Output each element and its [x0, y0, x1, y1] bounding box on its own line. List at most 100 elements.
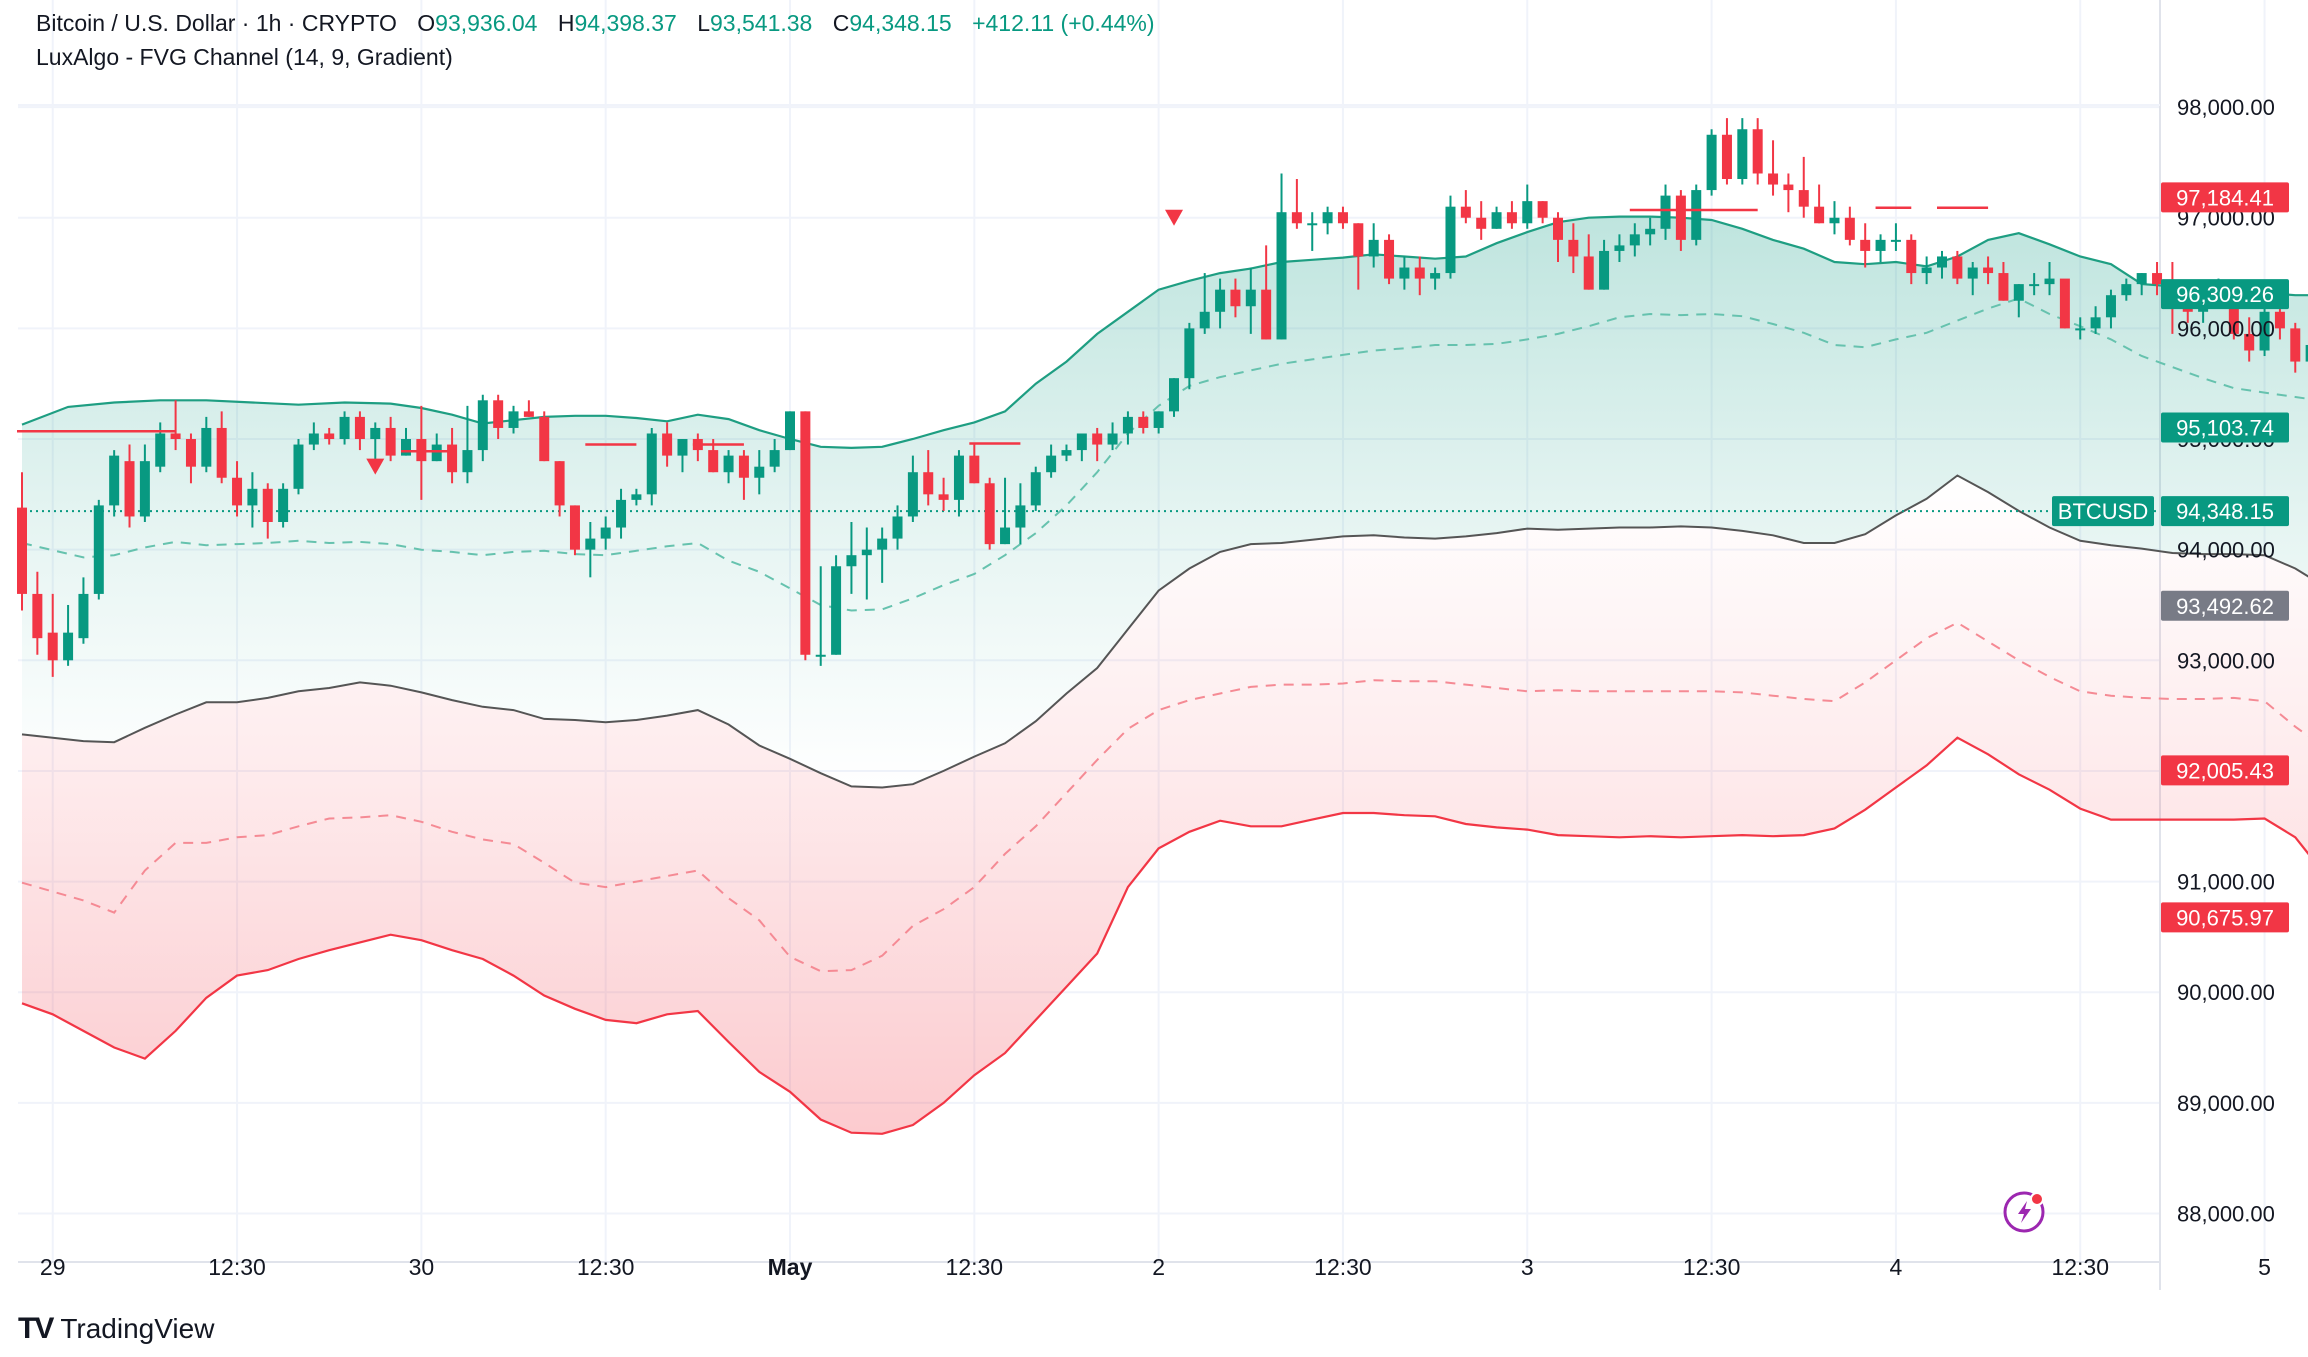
symbol-title[interactable]: Bitcoin / U.S. Dollar · 1h · CRYPTO	[36, 10, 397, 36]
low-key: L	[697, 10, 711, 36]
candle-body	[17, 507, 27, 594]
candle-body	[646, 433, 657, 495]
candle-body	[554, 461, 565, 506]
tradingview-brand[interactable]: TV TradingView	[18, 1312, 214, 1346]
time-tick-label: 30	[409, 1254, 435, 1280]
price-label-text: 94,348.15	[2176, 499, 2274, 524]
close-key: C	[832, 10, 850, 36]
candle-body	[2259, 311, 2270, 351]
time-tick-label: 12:30	[946, 1254, 1004, 1280]
candle-body	[923, 472, 934, 495]
candle-body	[1814, 206, 1825, 224]
low-value: 93,541.38	[710, 10, 813, 36]
candle-body	[2075, 328, 2086, 331]
candle-body	[262, 488, 273, 522]
candle-body	[1322, 212, 1333, 224]
candle-body	[1015, 505, 1026, 528]
candle-body	[677, 439, 688, 456]
candle-body	[293, 444, 304, 489]
candle-body	[32, 593, 43, 639]
close-value: 94,348.15	[849, 10, 952, 36]
candle-body	[708, 450, 719, 473]
candle-body	[1107, 433, 1118, 445]
candle-body	[1768, 173, 1779, 185]
candle-body	[1568, 239, 1579, 257]
candle-body	[1906, 239, 1917, 274]
price-label-text: 90,675.97	[2176, 905, 2274, 930]
candle-body	[1000, 527, 1011, 545]
candle-body	[969, 455, 980, 484]
candle-body	[354, 416, 365, 440]
indicator-title[interactable]: LuxAlgo - FVG Channel (14, 9, Gradient)	[36, 44, 453, 70]
candle-body	[93, 505, 104, 594]
candle-body	[1245, 289, 1256, 307]
candle-body	[1553, 217, 1563, 240]
sell-signal-icon	[366, 458, 385, 475]
candle-body	[2305, 344, 2308, 362]
candle-body	[1122, 416, 1133, 434]
candle-body	[232, 477, 243, 506]
time-tick-label: 12:30	[2051, 1254, 2109, 1280]
candle-body	[1645, 228, 1656, 235]
candle-body	[1399, 267, 1410, 279]
price-tick-label: 91,000.00	[2177, 870, 2275, 895]
price-labels: 97,184.41 96,309.26 95,103.74 94,348.15 BTCU…	[2052, 182, 2289, 933]
candle-body	[1583, 256, 1594, 290]
price-axis[interactable]: 88,000.00 89,000.00 90,000.00 91,000.00 92,0…	[2177, 95, 2275, 1226]
candle-body	[278, 488, 289, 522]
price-label-box	[2161, 496, 2289, 527]
candle-body	[523, 411, 534, 417]
candle-body	[1307, 223, 1318, 226]
time-tick-label: 29	[40, 1254, 66, 1280]
candle-body	[1860, 239, 1871, 251]
candle-body	[2136, 273, 2147, 285]
candle-body	[139, 461, 150, 517]
candle-body	[493, 400, 504, 428]
candle-body	[2029, 284, 2040, 287]
price-label-box	[2161, 590, 2289, 621]
chart-legend: Bitcoin / U.S. Dollar · 1h · CRYPTO O 93,…	[36, 6, 1169, 74]
candle-body	[2105, 295, 2116, 318]
candle-body	[2090, 317, 2101, 329]
flash-icon[interactable]	[2003, 1191, 2045, 1233]
candle-body	[2044, 278, 2055, 285]
candle-body	[2228, 289, 2239, 334]
candle-body	[1921, 267, 1932, 274]
time-axis[interactable]: 29 12:30 30 12:30 May 12:30 2 12:30 3 12:30 4 12:30…	[40, 1254, 2308, 1280]
change-value: +412.11 (+0.44%)	[972, 10, 1155, 36]
candle-body	[2274, 311, 2285, 329]
candle-body	[1875, 239, 1886, 251]
price-label-text: 93,492.62	[2176, 594, 2274, 619]
candle-body	[247, 488, 258, 506]
candle-body	[1522, 201, 1533, 224]
candle-body	[1721, 134, 1732, 180]
candle-body	[170, 433, 181, 440]
candle-body	[477, 400, 488, 451]
channel-fills	[22, 216, 2308, 1134]
candle-body	[385, 427, 396, 456]
open-key: O	[417, 10, 436, 36]
candle-body	[1460, 206, 1471, 218]
price-label-text: 96,309.26	[2176, 282, 2274, 307]
tradingview-logo-icon: TV	[18, 1312, 54, 1345]
candle-body	[1952, 256, 1963, 279]
price-label-box	[2161, 182, 2289, 213]
candle-body	[1491, 212, 1502, 229]
candle-body	[1353, 223, 1364, 257]
indicator-row[interactable]: LuxAlgo - FVG Channel (14, 9, Gradient)	[36, 40, 1169, 74]
candle-body	[2121, 284, 2132, 296]
candle-body	[1537, 201, 1548, 218]
candle-body	[1629, 234, 1640, 246]
candle-body	[1337, 212, 1348, 224]
time-tick-label: 2	[1152, 1254, 1165, 1280]
candle-body	[892, 516, 903, 539]
price-tick-label: 96,000.00	[2177, 316, 2275, 341]
candle-body	[616, 499, 627, 528]
time-tick-label: 4	[1890, 1254, 1903, 1280]
candle-body	[831, 566, 842, 655]
candle-body	[1199, 311, 1210, 329]
price-label-box	[2161, 412, 2289, 443]
candle-body	[1998, 273, 2009, 301]
symbol-tag-box	[2052, 496, 2154, 527]
